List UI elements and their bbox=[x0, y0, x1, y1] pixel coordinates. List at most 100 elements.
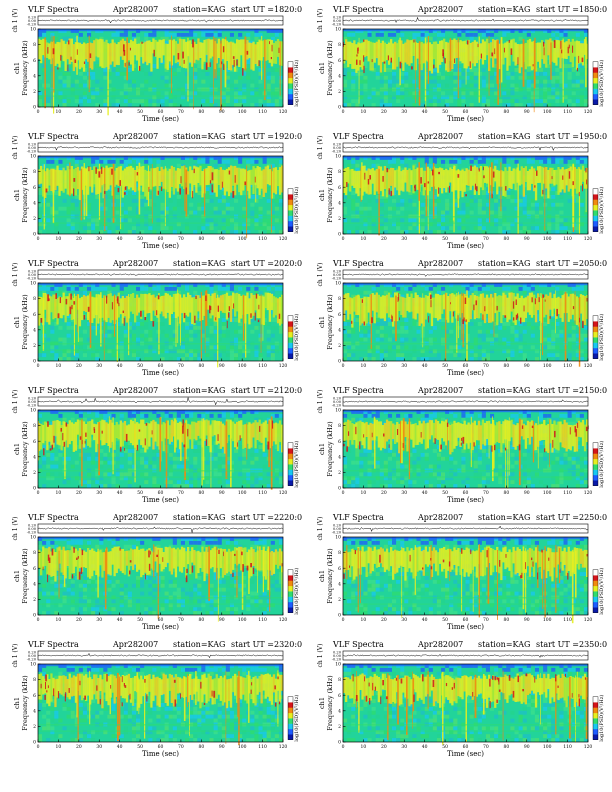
psd-band bbox=[445, 41, 448, 71]
psd-band bbox=[242, 168, 245, 191]
psd-cell bbox=[575, 71, 580, 76]
spheric-streak bbox=[80, 168, 83, 221]
psd-cell bbox=[111, 159, 116, 164]
psd-cell bbox=[168, 337, 173, 342]
psd-cell bbox=[477, 353, 482, 358]
psd-cell bbox=[408, 325, 413, 330]
psd-cell bbox=[180, 349, 185, 354]
psd-cell bbox=[172, 329, 177, 334]
y-tick-label: 2 bbox=[338, 343, 341, 349]
psd-cell bbox=[62, 353, 67, 358]
psd-cell bbox=[579, 95, 584, 100]
psd-cell bbox=[400, 337, 405, 342]
spheric-streak bbox=[500, 40, 501, 97]
psd-cell bbox=[140, 202, 145, 207]
psd-band bbox=[150, 295, 153, 321]
psd-hotspot bbox=[582, 320, 584, 328]
psd-cell bbox=[408, 226, 413, 231]
psd-cell bbox=[266, 103, 271, 107]
psd-cell bbox=[99, 464, 104, 469]
psd-cell bbox=[498, 68, 503, 72]
psd-band bbox=[146, 171, 149, 200]
psd-cell bbox=[522, 202, 527, 207]
psd-cell bbox=[404, 222, 409, 227]
psd-band bbox=[217, 170, 220, 185]
psd-hotspot bbox=[144, 317, 146, 321]
psd-cell bbox=[274, 206, 279, 211]
psd-cell bbox=[46, 99, 51, 104]
psd-cell bbox=[87, 99, 92, 104]
psd-band bbox=[367, 40, 370, 62]
psd-band bbox=[68, 38, 71, 65]
y-axis-channel-label: ch1 bbox=[13, 316, 21, 328]
psd-cell bbox=[432, 357, 437, 361]
psd-cell bbox=[136, 210, 141, 215]
psd-hotspot bbox=[228, 312, 230, 318]
psd-cell bbox=[38, 91, 43, 96]
psd-cell bbox=[461, 71, 466, 76]
psd-cell bbox=[518, 198, 523, 203]
psd-band bbox=[485, 294, 489, 314]
psd-cell bbox=[522, 195, 527, 199]
psd-cell bbox=[42, 95, 47, 100]
psd-cell bbox=[485, 183, 490, 188]
psd-hotspot bbox=[250, 313, 252, 318]
psd-cell bbox=[229, 32, 234, 37]
psd-hotspot bbox=[45, 188, 48, 193]
psd-cell bbox=[445, 210, 450, 215]
psd-cell bbox=[54, 230, 59, 234]
psd-cell bbox=[408, 91, 413, 96]
psd-hotspot bbox=[475, 300, 477, 306]
psd-cell bbox=[107, 159, 112, 164]
header-station: station=KAG bbox=[173, 5, 226, 14]
psd-cell bbox=[38, 191, 43, 195]
psd-cell bbox=[551, 79, 556, 84]
psd-cell bbox=[567, 333, 572, 338]
psd-cell bbox=[148, 329, 153, 334]
psd-band bbox=[131, 167, 135, 191]
colorbar-segment bbox=[593, 220, 598, 227]
psd-cell bbox=[168, 68, 173, 72]
psd-cell bbox=[396, 83, 401, 88]
panel-header: VLF Spectra Apr282007 station=KAG start UT … bbox=[333, 258, 608, 270]
spheric-streak bbox=[213, 36, 214, 104]
psd-cell bbox=[408, 83, 413, 88]
psd-band bbox=[406, 39, 409, 65]
colorbar-segment bbox=[593, 194, 598, 200]
psd-band bbox=[223, 170, 227, 196]
x-tick-label: 40 bbox=[117, 109, 123, 115]
psd-cell bbox=[66, 99, 71, 104]
psd-cell bbox=[375, 195, 380, 199]
psd-cell bbox=[555, 206, 560, 211]
psd-cell bbox=[168, 230, 173, 234]
voltage-tick-label: 0.00 bbox=[333, 19, 342, 23]
psd-cell bbox=[428, 79, 433, 84]
psd-cell bbox=[567, 163, 572, 168]
psd-cell bbox=[543, 71, 548, 76]
psd-cell bbox=[234, 222, 239, 227]
psd-band bbox=[532, 168, 536, 192]
psd-band bbox=[213, 41, 216, 70]
psd-band bbox=[422, 43, 425, 64]
psd-cell bbox=[461, 79, 466, 84]
psd-cell bbox=[518, 333, 523, 338]
psd-band bbox=[229, 41, 233, 71]
psd-cell bbox=[436, 357, 441, 361]
psd-cell bbox=[457, 60, 462, 65]
psd-band bbox=[215, 43, 218, 64]
x-tick-label: 10 bbox=[56, 236, 62, 242]
psd-cell bbox=[274, 103, 279, 107]
spectrogram-panel: VLF Spectra Apr282007 station=KAG start UT … bbox=[8, 385, 308, 513]
x-tick-label: 20 bbox=[76, 236, 82, 242]
psd-band bbox=[168, 168, 171, 198]
psd-band bbox=[219, 295, 222, 311]
psd-hotspot bbox=[140, 310, 142, 317]
psd-cell bbox=[82, 290, 87, 295]
psd-cell bbox=[436, 87, 441, 92]
psd-cell bbox=[432, 222, 437, 227]
psd-cell bbox=[123, 214, 128, 219]
psd-hotspot bbox=[83, 61, 86, 64]
colorbar-frame bbox=[287, 61, 294, 105]
psd-band bbox=[95, 38, 98, 57]
